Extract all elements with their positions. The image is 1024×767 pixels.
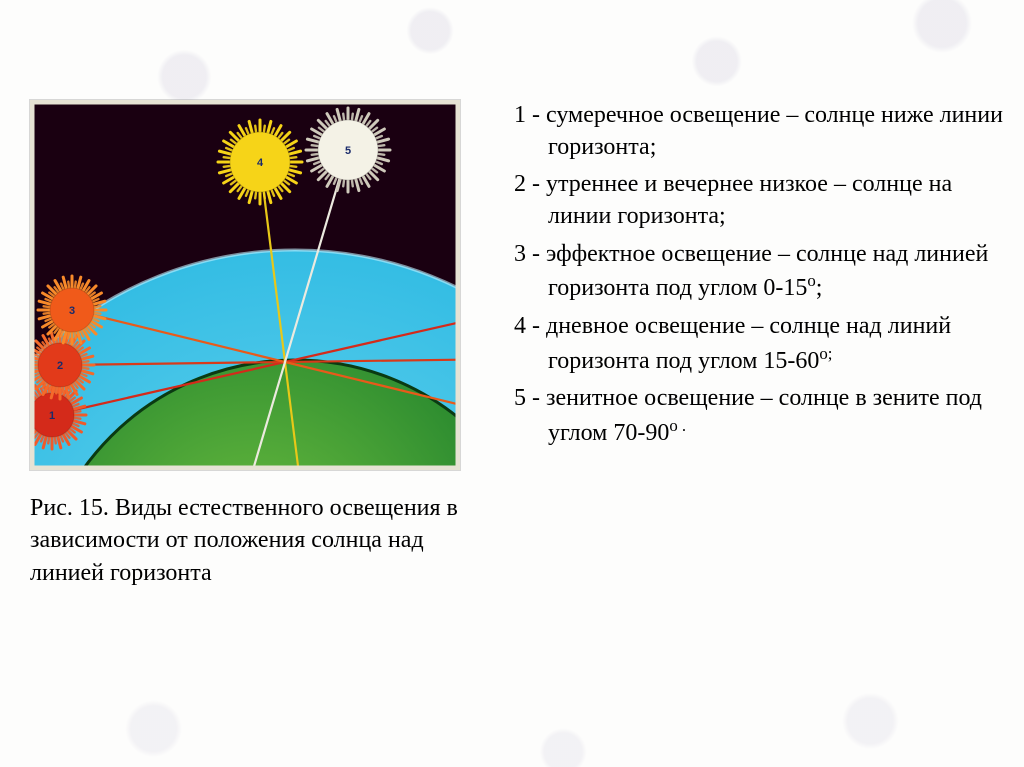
legend-item-number: 2: [514, 171, 526, 197]
legend-item-text: дневное освещение – солнце над линий гор…: [546, 313, 951, 374]
legend-item-4: 4 - дневное освещение – солнце над линий…: [514, 311, 1004, 377]
sun-label: 2: [57, 360, 63, 372]
legend-item-number: 1: [514, 102, 526, 128]
legend-item-superscript: о .: [669, 416, 686, 435]
sun-label: 4: [257, 157, 264, 169]
legend-item-3: 3 - эффектное освещение – солнце над лин…: [514, 239, 1004, 305]
legend-item-2: 2 - утреннее и вечернее низкое – солнце …: [514, 169, 1004, 232]
figure-svg: 1 2 3 4 5: [30, 100, 460, 470]
legend-item-number: 5: [514, 385, 526, 411]
sun-5: 5: [306, 108, 390, 192]
sun-label: 5: [345, 145, 351, 157]
figure-caption: Рис. 15. Виды естественного освещения в …: [30, 492, 485, 589]
sun-4: 4: [218, 120, 302, 204]
slide-page: 1 2 3 4 5 Рис. 15. Виды естественного освеще…: [0, 0, 1024, 767]
legend-item-superscript: о;: [819, 344, 832, 363]
legend-list: 1 - сумеречное освещение – солнце ниже л…: [514, 100, 1004, 450]
legend-item-5: 5 - зенитное освещение – солнце в зените…: [514, 383, 1004, 449]
legend-item-number: 3: [514, 241, 526, 267]
legend-item-text: сумеречное освещение – солнце ниже линии…: [546, 102, 1003, 160]
legend-item-number: 4: [514, 313, 526, 339]
left-column: 1 2 3 4 5 Рис. 15. Виды естественного освеще…: [30, 100, 490, 589]
legend-item-text: эффектное освещение – солнце над линией …: [546, 241, 988, 302]
figure-sun-positions: 1 2 3 4 5: [30, 100, 460, 470]
right-column: 1 - сумеречное освещение – солнце ниже л…: [490, 100, 1004, 456]
legend-item-1: 1 - сумеречное освещение – солнце ниже л…: [514, 100, 1004, 163]
legend-item-text: утреннее и вечернее низкое – солнце на л…: [546, 171, 952, 229]
legend-item-tail: ;: [816, 275, 823, 301]
sun-label: 3: [69, 305, 75, 317]
legend-item-text: зенитное освещение – солнце в зените под…: [546, 385, 982, 446]
sun-3: 3: [38, 276, 106, 344]
legend-item-superscript: о: [807, 271, 815, 290]
sun-label: 1: [49, 410, 55, 422]
